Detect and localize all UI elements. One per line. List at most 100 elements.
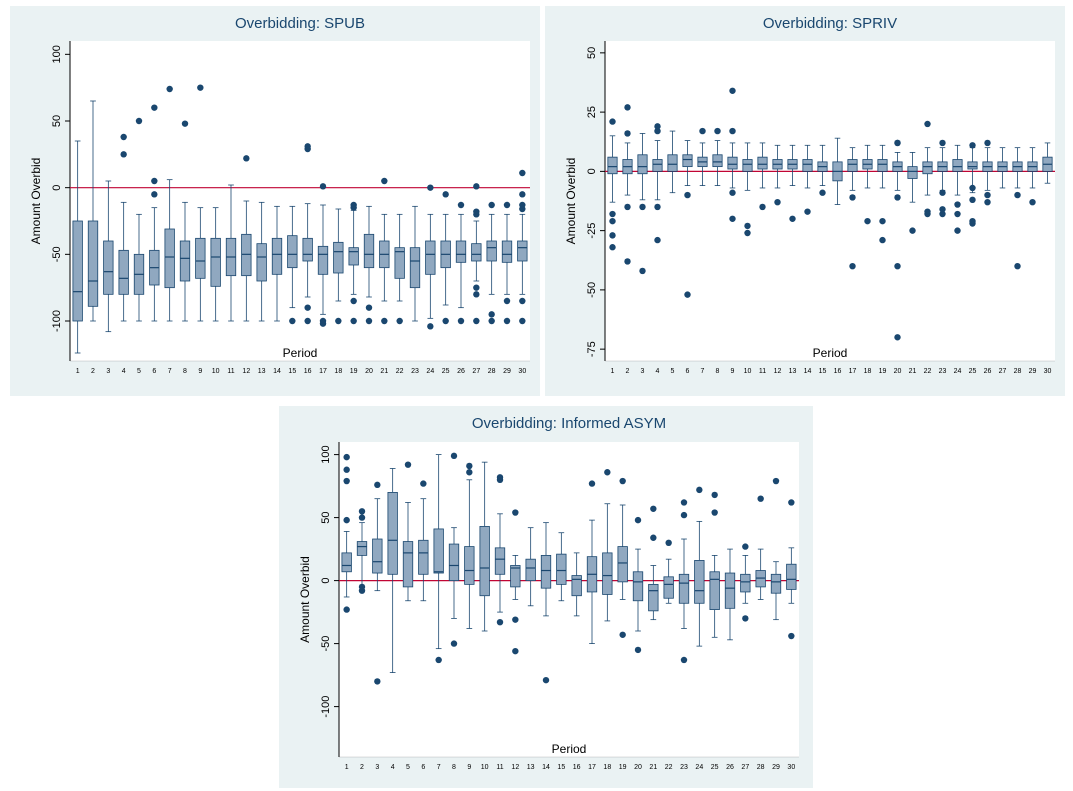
outlier-point: [289, 317, 296, 325]
box-period-26: [724, 548, 736, 641]
x-tick-label: 3: [641, 368, 645, 375]
box-period-19: [617, 477, 628, 638]
outlier-point: [1029, 198, 1036, 206]
outlier-point: [496, 618, 504, 626]
y-tick-label: 0: [51, 185, 63, 191]
box-period-11: [757, 142, 768, 211]
box-period-9: [727, 87, 738, 222]
outlier-point: [654, 203, 661, 211]
y-axis-label: Amount Overbid: [298, 556, 312, 643]
box-period-18: [862, 144, 873, 225]
box-period-14: [271, 205, 283, 322]
iqr-box: [363, 233, 375, 269]
box-period-5: [133, 117, 145, 322]
chart-asym: Overbidding: Informed ASYM -100 -50 0 50 100 A…: [298, 415, 799, 771]
outlier-point: [335, 317, 342, 325]
outlier-point: [466, 469, 473, 476]
iqr-box: [632, 571, 644, 602]
iqr-box: [271, 237, 283, 275]
outlier-point: [684, 191, 691, 199]
outlier-point: [894, 194, 901, 201]
outlier-point: [496, 474, 504, 481]
outlier-point: [358, 583, 366, 591]
iqr-box: [394, 247, 405, 279]
iqr-box: [617, 546, 628, 583]
outlier-point: [634, 646, 642, 654]
y-tick-label: -50: [586, 282, 598, 298]
iqr-box: [256, 243, 267, 282]
x-tick-label: 19: [350, 368, 358, 375]
x-tick-label: 26: [984, 368, 992, 375]
box-period-28: [1012, 147, 1023, 270]
outlier-point: [512, 509, 519, 516]
outlier-point: [729, 215, 736, 222]
x-axis-label: Period: [283, 346, 318, 360]
outlier-point: [894, 139, 901, 147]
outlier-point: [343, 453, 350, 461]
box-period-25: [709, 491, 720, 638]
outlier-point: [969, 196, 976, 204]
outlier-point: [654, 123, 661, 130]
iqr-box: [517, 240, 528, 262]
box-period-14: [802, 144, 813, 215]
iqr-box: [755, 570, 766, 588]
y-tick-label: 50: [320, 511, 332, 523]
box-period-8: [448, 452, 460, 647]
box-period-17: [586, 480, 598, 645]
outlier-point: [742, 543, 749, 550]
outlier-point: [427, 323, 434, 330]
outlier-point: [304, 317, 311, 325]
outlier-point: [404, 461, 412, 468]
x-tick-label: 5: [406, 764, 410, 771]
outlier-point: [343, 606, 350, 613]
iqr-box: [802, 159, 813, 172]
outlier-point: [954, 201, 961, 208]
outlier-point: [151, 177, 158, 185]
outlier-point: [969, 184, 976, 192]
x-axis-label: Period: [552, 742, 587, 756]
iqr-box: [556, 553, 567, 585]
box-period-30: [1042, 142, 1053, 184]
x-tick-label: 15: [557, 764, 565, 771]
outlier-point: [343, 477, 350, 485]
x-tick-label: 6: [686, 368, 690, 375]
x-tick-label: 9: [198, 368, 202, 375]
box-period-21: [907, 152, 918, 234]
box-period-16: [571, 552, 582, 617]
x-tick-label: 8: [716, 368, 720, 375]
box-period-16: [302, 143, 313, 325]
outlier-point: [711, 491, 718, 499]
outlier-point: [519, 169, 526, 177]
box-period-20: [892, 139, 903, 341]
y-tick-label: -50: [51, 246, 63, 262]
box-period-18: [602, 469, 613, 622]
outlier-point: [639, 203, 646, 211]
iqr-box: [877, 159, 888, 172]
iqr-box: [607, 156, 618, 175]
y-tick-label: -100: [320, 696, 332, 718]
x-tick-label: 14: [542, 764, 550, 771]
x-tick-label: 7: [701, 368, 705, 375]
outlier-point: [624, 104, 631, 111]
box-period-25: [967, 142, 978, 227]
outlier-point: [969, 217, 976, 225]
outlier-point: [365, 304, 373, 311]
outlier-point: [197, 84, 204, 91]
iqr-box: [287, 235, 298, 269]
iqr-box: [471, 243, 482, 262]
x-tick-label: 27: [472, 368, 480, 375]
x-tick-label: 16: [834, 368, 842, 375]
box-period-24: [425, 184, 436, 330]
box-period-5: [402, 461, 414, 602]
iqr-box: [694, 560, 705, 604]
chart-spub: Overbidding: SPUB -100 -50 0 50 100 Amount Ove…: [29, 15, 530, 375]
outlier-point: [350, 201, 357, 209]
outlier-point: [624, 258, 631, 265]
box-period-18: [333, 208, 344, 325]
x-tick-label: 12: [242, 368, 250, 375]
outlier-point: [519, 317, 526, 325]
outlier-point: [181, 120, 189, 127]
outlier-point: [742, 615, 749, 622]
outlier-point: [744, 222, 751, 230]
outlier-point: [151, 191, 158, 198]
